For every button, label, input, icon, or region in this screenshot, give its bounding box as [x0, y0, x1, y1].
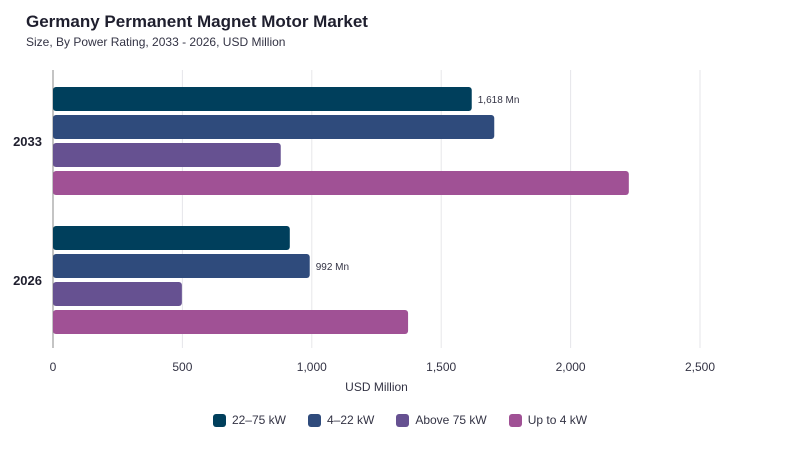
- x-tick-label: 1,000: [297, 360, 327, 374]
- bar: [53, 310, 409, 334]
- x-tick-label: 2,000: [556, 360, 586, 374]
- bar: [53, 254, 310, 278]
- bar: [53, 143, 281, 167]
- legend-item: Up to 4 kW: [508, 413, 588, 427]
- bar: [53, 282, 182, 306]
- chart-subtitle: Size, By Power Rating, 2033 - 2026, USD …: [26, 35, 286, 49]
- x-tick-label: 1,500: [426, 360, 456, 374]
- chart-legend: 22–75 kW 4–22 kW Above 75 kW Up to 4 kW: [0, 413, 800, 427]
- bar: [53, 226, 290, 250]
- legend-swatch: [508, 413, 522, 427]
- legend-item: 4–22 kW: [307, 413, 375, 427]
- legend-swatch: [396, 413, 410, 427]
- legend-label: 4–22 kW: [326, 413, 375, 427]
- legend-swatch: [212, 413, 226, 427]
- bar-chart: 0 500 1,000 1,500 2,000 2,500 USD Million 2033 1…: [13, 70, 715, 394]
- data-label: 1,618 Mn: [478, 95, 520, 106]
- chart-title: Germany Permanent Magnet Motor Market: [26, 12, 368, 31]
- bar: [53, 171, 629, 195]
- category-label: 2026: [13, 273, 42, 288]
- bar: [53, 115, 495, 139]
- data-label: 992 Mn: [316, 262, 349, 273]
- legend-item: 22–75 kW: [212, 413, 286, 427]
- legend-label: Above 75 kW: [415, 413, 487, 427]
- legend-item: Above 75 kW: [396, 413, 487, 427]
- legend-swatch: [307, 413, 321, 427]
- category-label: 2033: [13, 134, 42, 149]
- x-tick-label: 500: [172, 360, 192, 374]
- legend-label: 22–75 kW: [231, 413, 286, 427]
- legend-label: Up to 4 kW: [527, 413, 588, 427]
- x-axis-label: USD Million: [345, 380, 408, 394]
- bar: [53, 87, 472, 111]
- x-tick-label: 0: [50, 360, 57, 374]
- x-tick-label: 2,500: [685, 360, 715, 374]
